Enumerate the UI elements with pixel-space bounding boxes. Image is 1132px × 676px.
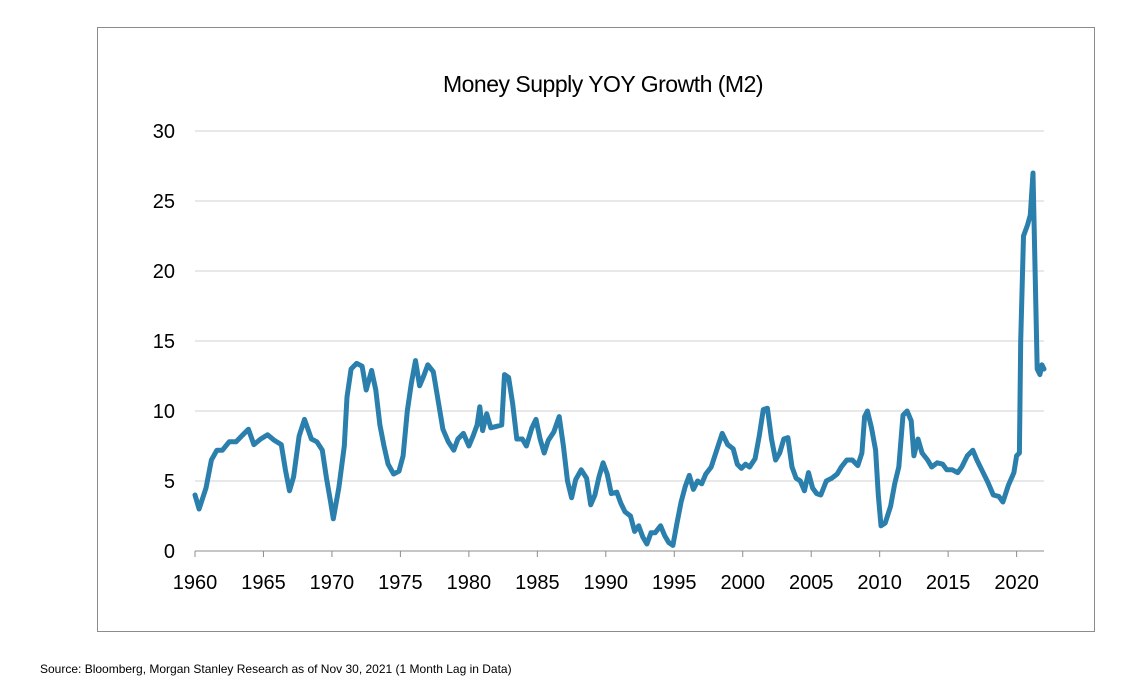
x-tick-label: 2000 (720, 572, 765, 594)
y-tick-label: 10 (153, 401, 175, 423)
chart-frame: 0 5 10 15 20 25 30 1960 1965 1970 1975 1980 1985 1990… (97, 27, 1095, 632)
x-tick-label: 1990 (584, 572, 629, 594)
chart-svg: 0 5 10 15 20 25 30 1960 1965 1970 1975 1980 1985 1990… (153, 71, 1047, 594)
series-line-0 (192, 170, 1047, 548)
y-tick-label: 20 (153, 261, 175, 283)
x-tick-label: 2020 (994, 572, 1039, 594)
grid-layer (195, 130, 1044, 482)
y-tick-label: 25 (153, 191, 175, 213)
x-tick-label: 1975 (378, 572, 423, 594)
source-note: Source: Bloomberg, Morgan Stanley Resear… (40, 662, 512, 676)
y-tick-label: 15 (153, 331, 175, 353)
y-tick-label: 5 (164, 471, 175, 493)
series-layer (192, 170, 1047, 548)
x-tick-label: 2005 (789, 572, 834, 594)
y-tick-label: 0 (164, 541, 175, 563)
x-tick-label: 1960 (173, 572, 218, 594)
y-tick-label: 30 (153, 121, 175, 143)
axis-layer: 0 5 10 15 20 25 30 1960 1965 1970 1975 1980 1985 1990… (153, 121, 1044, 594)
chart-title: Money Supply YOY Growth (M2) (443, 71, 763, 97)
x-tick-label: 1970 (310, 572, 355, 594)
x-tick-label: 1980 (447, 572, 492, 594)
x-tick-label: 1985 (515, 572, 560, 594)
x-tick-label: 1965 (241, 572, 286, 594)
x-tick-label: 1995 (652, 572, 697, 594)
x-tick-label: 2010 (857, 572, 902, 594)
x-tick-label: 2015 (926, 572, 971, 594)
